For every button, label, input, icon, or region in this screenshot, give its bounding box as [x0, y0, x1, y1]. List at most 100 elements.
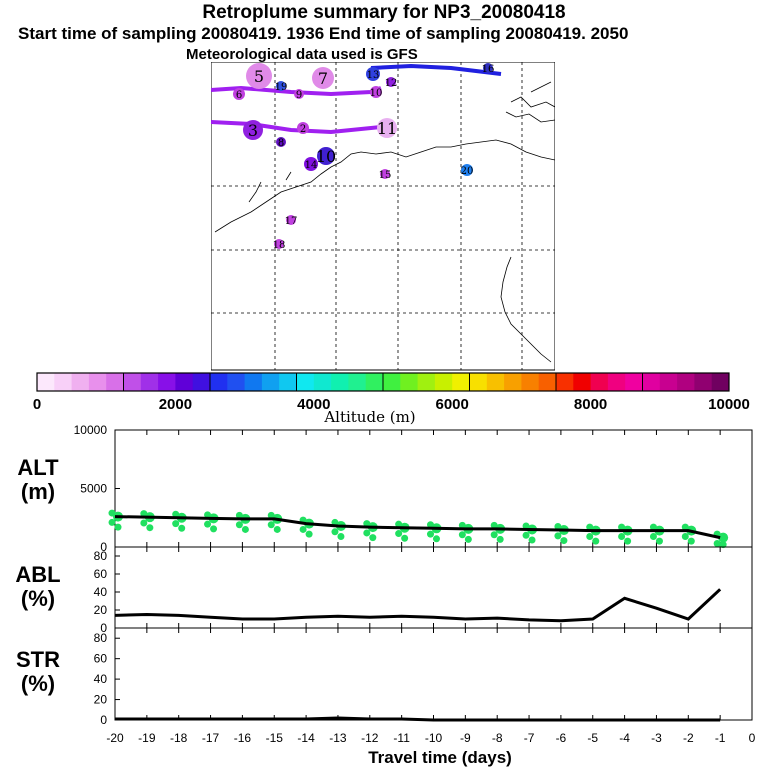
coastline [214, 81, 555, 363]
met-data-note: Meteorological data used is GFS [186, 46, 418, 63]
x-tick-label: -13 [329, 731, 347, 745]
colorbar-cell [88, 373, 107, 391]
altitude-point [490, 521, 498, 529]
y-tick-label: 5000 [80, 482, 107, 496]
map-marker-label: 16 [482, 64, 495, 75]
colorbar-cell [434, 373, 453, 391]
y-tick-label: 20 [94, 693, 108, 707]
colorbar-cell [123, 373, 142, 391]
altitude-point [719, 541, 727, 549]
altitude-point [395, 530, 403, 538]
altitude-point [592, 537, 600, 545]
x-tick-label: -8 [492, 731, 503, 745]
altitude-point [114, 523, 122, 531]
map-marker [370, 86, 382, 98]
map-marker-label: 3 [248, 121, 258, 140]
y-tick-label: 20 [94, 603, 108, 617]
str-axis-label: STR (%) [3, 648, 73, 696]
x-tick-label: -12 [361, 731, 379, 745]
colorbar-cell [417, 373, 436, 391]
y-tick-label: 40 [94, 672, 108, 686]
colorbar-cell [590, 373, 609, 391]
colorbar-cell [607, 373, 626, 391]
map-marker [386, 77, 396, 87]
colorbar-cell [331, 373, 349, 391]
colorbar-cell [279, 373, 297, 391]
colorbar-cell [210, 373, 228, 391]
abl-label-line2: (%) [20, 586, 56, 611]
altitude-point [496, 535, 504, 543]
map-marker-label: 14 [305, 160, 318, 171]
x-tick-label: -20 [106, 731, 124, 745]
alt-series-line [114, 515, 721, 540]
y-tick-label: 60 [94, 652, 108, 666]
abl-panel: 0 20 40 60 80 [94, 546, 753, 635]
map-marker-label: 10 [316, 147, 336, 166]
altitude-point [522, 531, 530, 539]
map-marker [233, 88, 245, 100]
colorbar-cell [296, 373, 315, 391]
y-tick-label: 60 [94, 567, 108, 581]
map-marker-label: 12 [385, 78, 398, 89]
abl-series-line [114, 588, 722, 623]
abl-label-line1: ABL [15, 562, 61, 587]
alt-axis-label: ALT (m) [3, 456, 73, 504]
x-tick-label: -2 [683, 731, 694, 745]
y-tick-label: 0 [100, 621, 107, 635]
map-marker-label: 2 [300, 124, 306, 135]
altitude-point [554, 523, 562, 531]
str-label-line2: (%) [20, 671, 56, 696]
map-marker-label: 6 [236, 90, 242, 101]
x-tick-label: -3 [651, 731, 662, 745]
map-marker [286, 215, 296, 225]
colorbar-cell [313, 373, 332, 391]
alt-panel: 0 5000 10000 [74, 423, 753, 554]
map-marker [297, 122, 309, 134]
map-marker [304, 157, 318, 171]
colorbar-cell [37, 373, 55, 391]
altitude-point [337, 532, 345, 540]
y-tick-label: 0 [100, 540, 107, 554]
altitude-point [299, 525, 307, 533]
colorbar-tick: 2000 [159, 396, 192, 413]
x-tick-label: -15 [266, 731, 284, 745]
x-tick-label: -7 [524, 731, 535, 745]
x-tick-label: -11 [393, 731, 410, 745]
map-marker-label: 11 [377, 119, 397, 138]
altitude-point [401, 534, 409, 542]
map-marker [461, 164, 473, 176]
altitude-point [624, 537, 632, 545]
altitude-point [267, 511, 275, 519]
altitude-point [363, 529, 371, 537]
str-series-line [115, 716, 721, 722]
x-tick-label: -4 [619, 731, 630, 745]
altitude-colorbar: 0 2000 4000 6000 8000 10000 [33, 372, 750, 413]
altitude-point [522, 522, 530, 530]
map-marker [380, 169, 390, 179]
altitude-point [681, 523, 689, 531]
x-axis-label: Travel time (days) [368, 748, 512, 767]
colorbar-label: Altitude (m) [324, 408, 416, 426]
colorbar-cell [642, 373, 661, 391]
colorbar-cell [140, 373, 159, 391]
colorbar-tick: 6000 [436, 396, 469, 413]
y-tick-label: 10000 [74, 423, 108, 437]
x-tick-label: -14 [297, 731, 315, 745]
colorbar-cell [504, 373, 522, 391]
map-marker-label: 19 [275, 82, 288, 93]
map-marker [317, 147, 335, 165]
x-tick-label: -19 [138, 731, 156, 745]
map-marker [312, 67, 334, 89]
x-tick-label: -5 [587, 731, 598, 745]
map-marker-label: 5 [254, 67, 264, 86]
alt-label-line2: (m) [20, 479, 56, 504]
altitude-point [618, 523, 626, 531]
panel-frame [114, 627, 753, 721]
altitude-point [172, 520, 180, 528]
altitude-point [369, 534, 377, 542]
colorbar-cell [486, 373, 505, 391]
colorbar-cell [469, 373, 488, 391]
colorbar-cell [106, 373, 124, 391]
